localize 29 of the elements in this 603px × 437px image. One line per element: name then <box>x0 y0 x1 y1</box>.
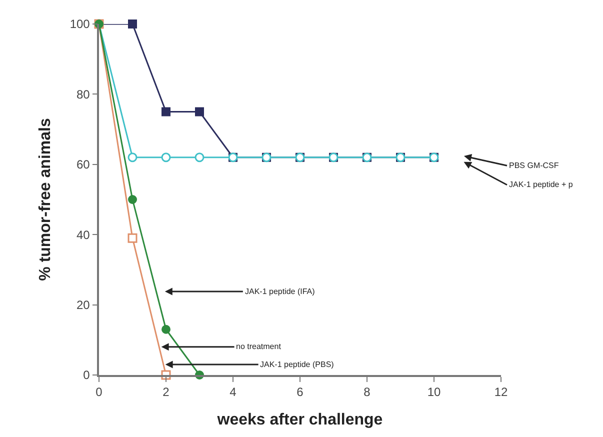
y-axis-title: % tumor-free animals <box>37 118 54 281</box>
y-tick-label: 80 <box>76 87 90 102</box>
annotation: JAK-1 peptide (IFA) <box>245 287 316 296</box>
x-tick-label: 4 <box>230 385 237 400</box>
point <box>195 107 204 116</box>
point <box>128 20 137 28</box>
y-tick-label: 0 <box>83 368 90 382</box>
point <box>128 195 137 204</box>
point <box>161 152 171 162</box>
point <box>194 152 204 162</box>
point <box>128 233 138 243</box>
x-tick-label: 12 <box>494 385 508 400</box>
annotation: no treatment <box>236 342 282 351</box>
x-axis-title: weeks after challenge <box>216 411 383 428</box>
point <box>162 324 170 334</box>
text: PBS GM-CSF <box>509 161 559 170</box>
text: JAK-1 peptide + p <box>509 180 574 189</box>
annotation: JAK-1 peptide (PBS) <box>260 360 334 369</box>
x-tick-label: 6 <box>296 385 304 400</box>
y-tick-label: 40 <box>76 228 90 242</box>
x-tick-label: 2 <box>162 385 170 400</box>
point <box>162 107 170 116</box>
y-tick-label: 20 <box>76 298 90 312</box>
x-tick-label: 10 <box>427 385 441 400</box>
point <box>128 152 138 162</box>
x-tick-label: 0 <box>96 385 103 400</box>
y-tick-label: 100 <box>70 17 90 32</box>
x-tick-label: 8 <box>364 385 371 400</box>
y-tick-label: 60 <box>76 158 90 172</box>
